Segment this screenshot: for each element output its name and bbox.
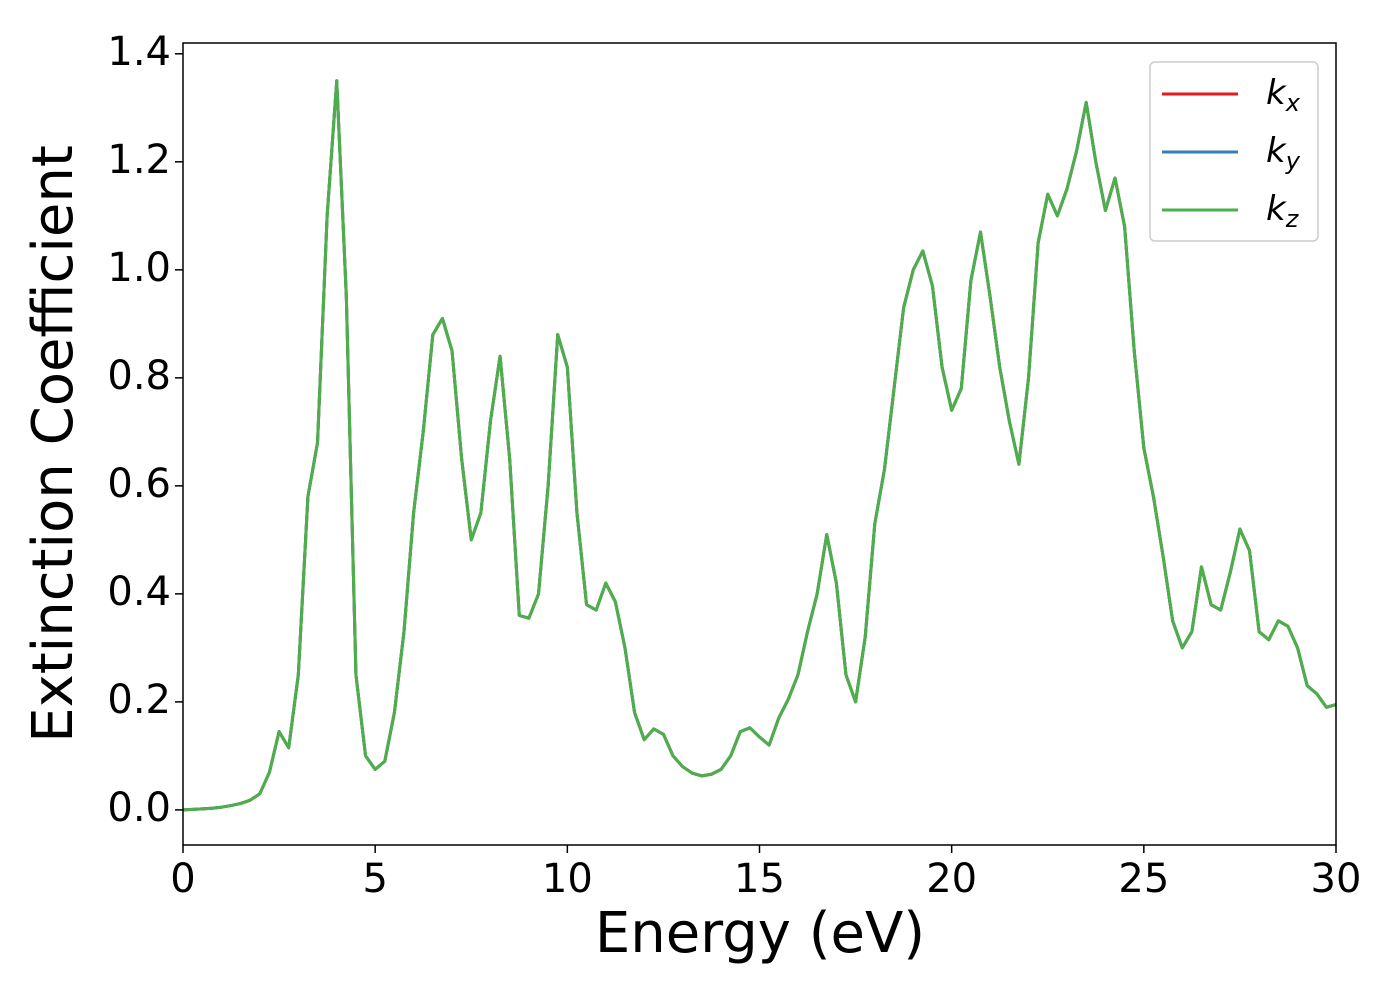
legend-label: kz (1266, 189, 1300, 234)
y-tick-label: 0.0 (107, 785, 171, 831)
y-axis-label: Extinction Coefficient (21, 145, 86, 743)
x-tick-label: 15 (734, 856, 785, 902)
y-tick-label: 0.4 (107, 569, 171, 615)
y-tick-label: 1.4 (107, 29, 171, 75)
y-tick-label: 0.8 (107, 353, 171, 399)
x-tick-label: 20 (926, 856, 977, 902)
x-tick-label: 30 (1311, 856, 1362, 902)
x-tick-label: 10 (542, 856, 593, 902)
plot-area (182, 79, 1337, 812)
y-tick-label: 0.2 (107, 677, 171, 723)
x-axis-label: Energy (eV) (595, 901, 925, 966)
y-tick-label: 0.6 (107, 461, 171, 507)
y-tick-label: 1.0 (107, 245, 171, 291)
legend-label: kx (1266, 73, 1301, 118)
legend-label: ky (1266, 131, 1301, 176)
x-tick-label: 5 (362, 856, 387, 902)
series-line (182, 79, 1337, 812)
y-tick-label: 1.2 (107, 137, 171, 183)
x-tick-label: 25 (1118, 856, 1169, 902)
plot-frame (182, 42, 1337, 846)
x-tick-label: 0 (170, 856, 195, 902)
